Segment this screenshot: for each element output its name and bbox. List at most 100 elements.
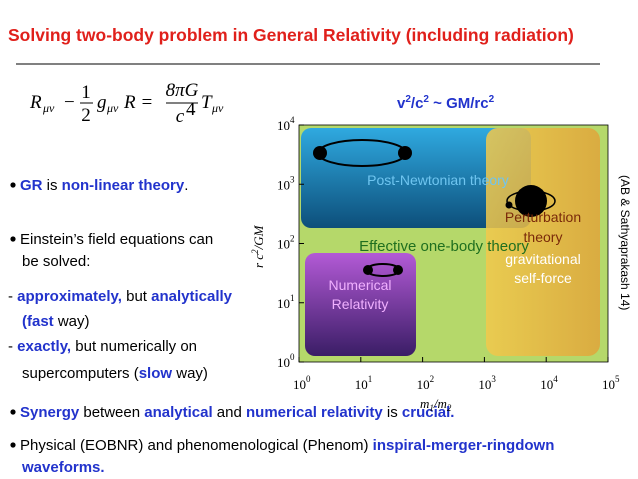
region-label: Effective one-body theory (359, 238, 529, 255)
scaling-part: 2 (489, 94, 495, 105)
text-run: is (43, 177, 62, 194)
scaling-part: v (397, 95, 406, 112)
tick-base: 10 (277, 296, 290, 311)
bullet-line: GR is non-linear theory. (20, 177, 188, 194)
eq-part: 4 (186, 99, 196, 120)
region-label: Numerical (328, 277, 391, 293)
black-hole (398, 146, 412, 160)
eq-part: μν (106, 101, 119, 115)
eq-part: μν (42, 101, 55, 115)
bullet-dot (10, 409, 16, 415)
y-tick-label: 104 (277, 115, 295, 133)
tick-base: 10 (277, 177, 290, 192)
text-run: GR (20, 177, 43, 194)
perturbation-region (486, 128, 600, 356)
black-hole (363, 265, 373, 275)
black-hole (515, 185, 547, 217)
text-run: between (79, 404, 144, 421)
scaling-text: v2/c2 ~ GM/rc2 (397, 94, 495, 112)
black-hole (313, 146, 327, 160)
text-run: numerical relativity (246, 404, 383, 421)
text-run: supercomputers ( (22, 365, 139, 382)
tick-base: 10 (602, 377, 615, 392)
y-tick-label: 103 (277, 174, 295, 192)
region-label: theory (524, 229, 563, 245)
bullet-dot (10, 236, 16, 242)
text-run: non-linear theory (62, 177, 185, 194)
tick-exp: 0 (290, 352, 295, 362)
bullet-line: - exactly, but numerically on (8, 338, 197, 355)
black-hole (505, 201, 513, 209)
x-tick-label: 105 (602, 374, 620, 392)
pn-region (301, 128, 531, 228)
x-tick-label: 104 (540, 374, 558, 392)
bullet-line: - approximately, but analytically (8, 288, 233, 305)
region-label: self-force (514, 270, 572, 286)
scaling-part: /c (411, 95, 424, 112)
text-run: slow (139, 365, 173, 382)
text-run: analytical (144, 404, 212, 421)
tick-base: 10 (540, 377, 553, 392)
tick-exp: 3 (491, 374, 496, 384)
tick-exp: 1 (290, 293, 295, 303)
bullet-dot (10, 182, 16, 188)
eq-part: R (29, 92, 42, 113)
tick-base: 10 (277, 355, 290, 370)
text-run: crucial. (402, 404, 455, 421)
nr-region (305, 253, 416, 356)
tick-exp: 2 (290, 234, 295, 244)
text-run: Einstein’s field equations can (20, 231, 213, 248)
x-tick-label: 103 (478, 374, 496, 392)
text-run: exactly, (17, 338, 71, 355)
text-run: Physical (EOBNR) and phenomenological (P… (20, 437, 373, 454)
tick-exp: 2 (430, 374, 435, 384)
black-hole (393, 265, 403, 275)
x-axis-label: m1/m2 (420, 396, 452, 413)
slide-title: Solving two-body problem in General Rela… (8, 25, 574, 45)
x-tick-label: 102 (417, 374, 435, 392)
bullet-line: (fast way) (22, 313, 90, 330)
eq-part: μν (211, 101, 224, 115)
tick-base: 10 (417, 377, 430, 392)
y-tick-label: 100 (277, 352, 295, 370)
text-run: but (122, 288, 151, 305)
bullet-line: be solved: (22, 253, 90, 270)
eq-part: c (176, 106, 185, 127)
bullet-line: Synergy between analytical and numerical… (20, 404, 454, 421)
tick-base: 10 (277, 237, 290, 252)
eq-part: 8πG (166, 80, 199, 101)
diagram: Post-Newtonian theory Effective one-body… (250, 115, 632, 413)
text-run: (fast (22, 313, 54, 330)
eq-part: T (201, 92, 213, 113)
region-label: Relativity (332, 296, 389, 312)
eq-part: g (97, 92, 107, 113)
text-run: - (8, 338, 17, 355)
tick-base: 10 (277, 118, 290, 133)
text-run: be solved: (22, 253, 90, 270)
text-run: way) (172, 365, 208, 382)
text-run: Synergy (20, 404, 80, 421)
bullet-line: waveforms. (21, 459, 105, 476)
equation: R μν − 1 2 g μν R = 8πG c 4 T μν (29, 80, 224, 127)
text-run: but numerically on (71, 338, 197, 355)
scaling-part: ~ GM/rc (429, 95, 489, 112)
text-run: and (213, 404, 246, 421)
scaling-part: 2 (405, 94, 411, 105)
y-tick-label: 102 (277, 234, 295, 252)
bullet-list: GR is non-linear theory. Einstein’s field… (8, 177, 554, 476)
region-label: Post-Newtonian theory (367, 172, 509, 188)
region-label: gravitational (505, 251, 581, 267)
tick-exp: 4 (553, 374, 558, 384)
text-run: approximately, (17, 288, 122, 305)
bullet-line: Einstein’s field equations can (20, 231, 213, 248)
eq-part: 1 (81, 82, 91, 103)
bullet-line: supercomputers (slow way) (22, 365, 208, 382)
eq-part: 2 (81, 105, 91, 126)
tick-exp: 0 (306, 374, 311, 384)
tick-exp: 3 (290, 174, 295, 184)
orbit (506, 190, 556, 212)
text-run: - (8, 288, 17, 305)
